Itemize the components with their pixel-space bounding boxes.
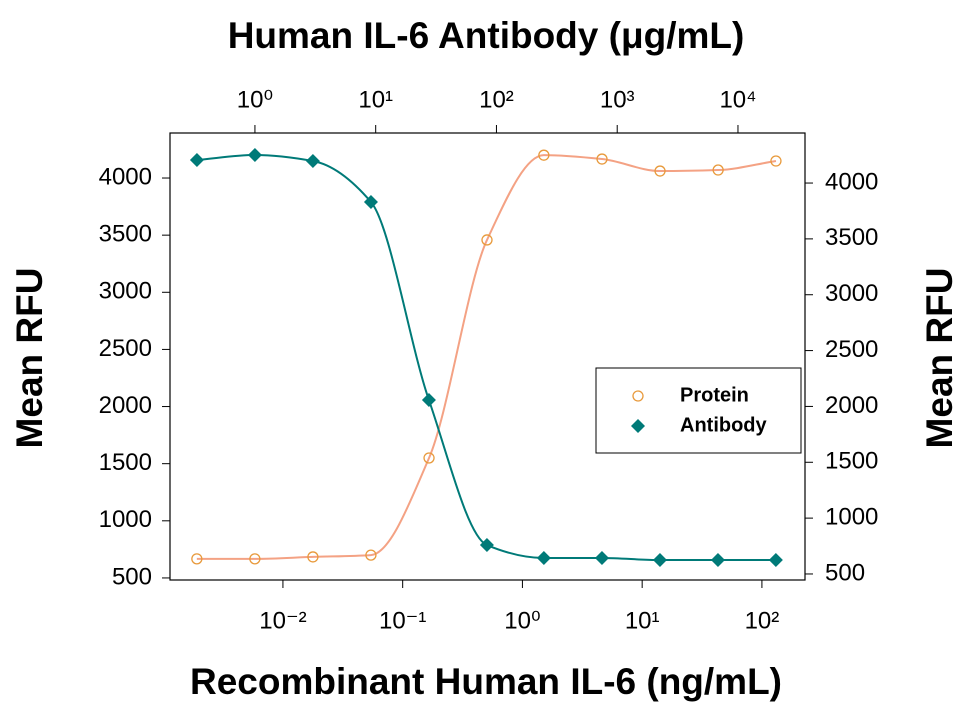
data-point [596, 153, 608, 165]
data-point [189, 153, 204, 168]
x2-tick-label: 10² [479, 86, 514, 113]
data-point [421, 393, 436, 408]
data-point [594, 550, 609, 565]
y-tick-label: 1500 [99, 449, 152, 476]
x2-tick-label: 10³ [600, 86, 635, 113]
data-point [479, 538, 494, 553]
data-point [538, 149, 550, 161]
legend-box [595, 367, 802, 454]
x2-tick-label: 10¹ [358, 86, 393, 113]
data-point [481, 234, 493, 246]
y2-tick-label: 3000 [825, 280, 878, 307]
y-tick-label: 1000 [99, 506, 152, 533]
y-tick-label: 4000 [99, 163, 152, 190]
y2-tick-label: 500 [825, 559, 865, 586]
data-point [365, 549, 377, 561]
data-point [249, 553, 261, 565]
y2-tick-label: 1000 [825, 503, 878, 530]
legend-label: Antibody [680, 414, 768, 436]
legend-marker [632, 390, 644, 402]
y2-axis-title: Mean RFU [919, 268, 960, 449]
x2-tick-label: 10⁴ [719, 86, 756, 113]
data-point [770, 155, 782, 167]
y2-tick-label: 3500 [825, 224, 878, 251]
chart-title: Human IL-6 Antibody (μg/mL) [228, 15, 745, 56]
data-point [423, 452, 435, 464]
y-axis-title: Mean RFU [9, 268, 50, 449]
y2-tick-label: 2500 [825, 336, 878, 363]
y-tick-label: 500 [112, 563, 152, 590]
data-point [307, 551, 319, 563]
y2-tick-label: 2000 [825, 392, 878, 419]
data-point [654, 165, 666, 177]
y-tick-label: 3500 [99, 220, 152, 247]
y2-tick-label: 4000 [825, 168, 878, 195]
x-tick-label: 10¹ [625, 607, 660, 634]
data-point [363, 195, 378, 210]
legend-marker [631, 419, 645, 433]
plot-frame [169, 132, 806, 581]
x-tick-label: 10⁰ [504, 607, 540, 634]
data-point [247, 148, 262, 163]
x-axis-title: Recombinant Human IL-6 (ng/mL) [190, 661, 782, 702]
data-point [536, 550, 551, 565]
data-point [712, 164, 724, 176]
data-point [768, 553, 783, 568]
x-tick-label: 10⁻¹ [379, 607, 426, 634]
y2-tick-label: 1500 [825, 448, 878, 475]
data-point [305, 154, 320, 169]
x-tick-label: 10⁻² [259, 607, 306, 634]
y-tick-label: 3000 [99, 278, 152, 305]
y-tick-label: 2500 [99, 335, 152, 362]
data-point [652, 553, 667, 568]
data-point [191, 553, 203, 565]
legend-label: Protein [680, 384, 749, 406]
x2-tick-label: 10⁰ [237, 86, 273, 113]
fit-curve [196, 154, 777, 560]
data-point [710, 553, 725, 568]
y-tick-label: 2000 [99, 392, 152, 419]
x-tick-label: 10² [745, 607, 780, 634]
